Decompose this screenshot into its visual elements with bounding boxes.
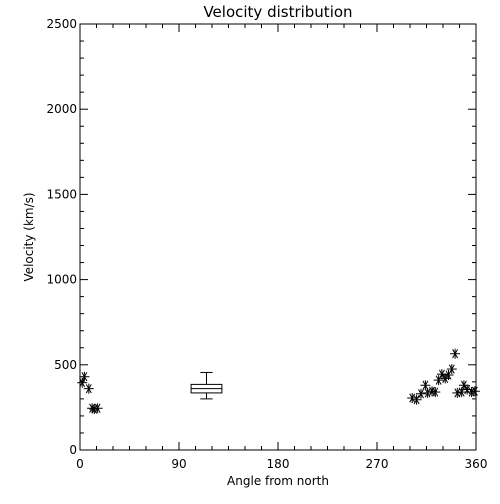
chart-title: Velocity distribution — [203, 3, 352, 21]
plot-frame — [79, 23, 477, 451]
data-point — [83, 383, 94, 394]
x-tick-label: 270 — [366, 457, 389, 471]
data-point — [411, 394, 422, 405]
y-axis-ticks: 0 500 1000 1500 2000 2500 — [46, 17, 476, 457]
data-point — [450, 348, 461, 359]
data-point — [77, 377, 88, 388]
x-axis-ticks: 0 90 180 270 360 — [76, 24, 487, 471]
x-axis-label: Angle from north — [227, 474, 329, 488]
y-tick-label: 1000 — [46, 273, 77, 287]
y-tick-label: 2500 — [46, 17, 77, 31]
x-tick-label: 360 — [465, 457, 488, 471]
data-point — [92, 403, 103, 414]
data-point — [416, 388, 426, 399]
data-point — [436, 369, 447, 380]
data-point — [79, 371, 90, 382]
y-axis-label: Velocity (km/s) — [22, 192, 36, 281]
x-tick-label: 0 — [76, 457, 84, 471]
data-point — [469, 386, 480, 397]
y-tick-label: 0 — [69, 443, 77, 457]
data-point — [430, 387, 441, 398]
y-tick-label: 1500 — [46, 187, 77, 201]
x-tick-label: 180 — [267, 457, 290, 471]
data-point — [422, 387, 433, 398]
y-tick-label: 2000 — [46, 102, 77, 116]
data-marks — [77, 348, 480, 415]
data-point — [446, 364, 457, 375]
box-plot — [190, 371, 223, 400]
y-tick-label: 500 — [54, 358, 77, 372]
x-tick-label: 90 — [171, 457, 186, 471]
